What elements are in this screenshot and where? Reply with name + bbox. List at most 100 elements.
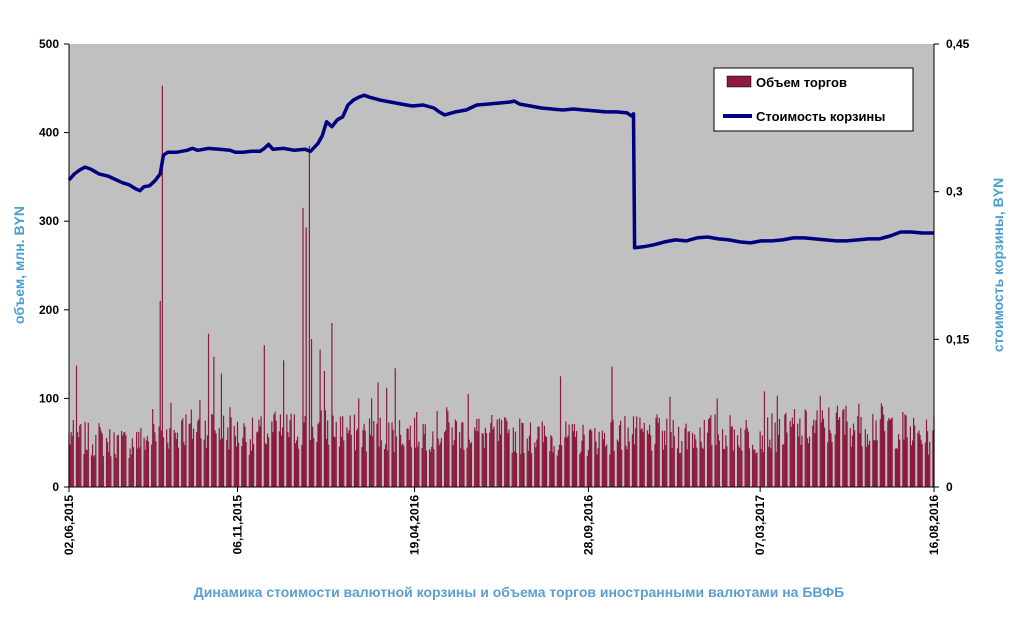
volume-bar [363,423,365,487]
volume-bar [234,435,236,487]
volume-bar [763,391,766,487]
volume-bar [895,447,898,487]
volume-bar [151,444,153,487]
volume-bar [639,417,641,487]
volume-bar [611,366,613,487]
volume-bar [499,434,502,487]
volume-bar [302,207,304,487]
volume-bar [537,426,539,487]
volume-bar [175,439,177,487]
volume-bar [767,417,769,487]
volume-bar [626,449,628,487]
volume-bar [182,418,184,487]
volume-bar [259,426,261,487]
volume-bar [561,445,563,487]
volume-bar [610,422,612,487]
volume-bar [288,437,290,487]
right-tick-label: 0 [946,480,953,494]
volume-bar [181,420,183,487]
volume-bar [836,405,839,487]
volume-bar [812,425,814,487]
volume-bar [632,416,635,487]
volume-bar [701,447,703,487]
volume-bar [437,438,439,487]
volume-bar [422,423,424,487]
volume-bar [80,424,82,487]
volume-bar [654,444,656,487]
volume-bar [113,432,115,487]
volume-bar [205,448,207,487]
volume-bar [349,415,351,487]
volume-bar [83,454,85,487]
volume-bar [640,429,642,487]
volume-bar [155,441,157,487]
volume-bar [807,443,810,487]
volume-bar [358,398,360,487]
volume-bar [580,451,582,487]
volume-bar [109,429,111,487]
volume-bar [506,420,508,487]
volume-bar [680,453,682,487]
volume-bar [688,430,690,487]
volume-bar [130,454,132,487]
volume-bar [677,426,680,487]
volume-bar [586,456,588,487]
volume-bar [183,441,185,487]
x-tick-label: 28,09,2016 [581,495,595,555]
volume-bar [884,431,886,487]
volume-bar [906,437,908,487]
volume-bar [671,447,673,487]
volume-bar [429,449,431,487]
volume-bar [902,412,904,487]
volume-bar [271,421,273,487]
volume-bar [260,416,262,487]
volume-bar [686,449,688,487]
volume-bar [167,442,169,487]
volume-bar [625,445,627,487]
volume-bar [921,444,923,487]
volume-bar [221,438,224,487]
volume-bar [380,440,382,487]
volume-bar [819,395,821,487]
volume-bar [805,411,807,487]
volume-bar [416,412,418,487]
volume-bar [656,414,658,487]
volume-bar [320,410,322,487]
volume-bar [691,432,694,487]
volume-bar [872,413,874,487]
volume-bar [482,433,484,487]
volume-bar [188,424,190,487]
volume-bar [754,449,756,487]
volume-bar [917,432,919,487]
volume-bar [406,428,408,487]
volume-bar [452,445,454,487]
volume-bar [752,444,754,487]
volume-bar [348,430,350,487]
volume-bar [905,415,907,487]
volume-bar [880,403,883,487]
volume-bar [845,405,847,487]
volume-bar [393,452,395,487]
volume-bar [545,436,548,487]
volume-bar [445,430,447,487]
volume-bar [108,451,110,487]
volume-bar [166,429,168,487]
volume-bar [842,410,844,487]
volume-bar [90,455,93,487]
volume-bar [714,414,716,487]
volume-bar [347,433,349,487]
volume-bar [377,382,379,487]
legend: Объем торгов Стоимость корзины [713,67,914,132]
volume-bar [95,434,97,487]
volume-bar [237,442,240,487]
volume-bar [394,368,396,487]
volume-bar [387,450,389,487]
volume-bar [346,427,348,487]
volume-bar [792,424,795,487]
volume-bar [808,436,811,487]
volume-bar [407,428,409,487]
volume-bar [122,435,124,487]
volume-bar [866,434,869,487]
left-axis-title: объем, млн. BYN [11,206,27,324]
volume-bar [733,429,735,487]
